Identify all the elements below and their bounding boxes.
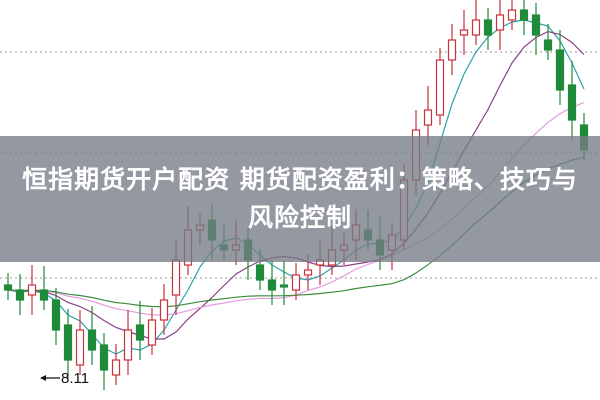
candle-body [423, 109, 433, 126]
candle-body [171, 259, 181, 296]
candle-body [471, 19, 481, 36]
candle-body [507, 9, 517, 21]
candle-body [531, 14, 541, 36]
candle-body [159, 299, 169, 321]
candle-body [495, 14, 505, 31]
candle-body [99, 344, 109, 371]
candle-body [303, 269, 313, 276]
candle-body [291, 274, 301, 291]
candle-body [147, 319, 157, 346]
candle-body [279, 284, 289, 288]
candle-body [111, 359, 121, 376]
candle-body [267, 279, 277, 291]
candle-body [15, 289, 25, 301]
candle-body [87, 329, 97, 351]
candle-body [435, 59, 445, 116]
candle-body [75, 329, 85, 366]
candle-body [39, 289, 49, 301]
candle-body [135, 324, 145, 341]
candle-body [483, 19, 493, 36]
candle-body [459, 29, 469, 36]
candle-body [447, 39, 457, 61]
candle-body [27, 284, 37, 296]
candle-body [543, 39, 553, 51]
candle-body [123, 329, 133, 361]
banner-title: 恒指期货开户配资 期货配资盈利：策略、技巧与风险控制 [22, 165, 578, 232]
candle-body [519, 9, 529, 21]
candle-body [255, 264, 265, 281]
low-marker-arrowhead [40, 375, 46, 381]
candle-body [567, 84, 577, 121]
title-banner: 恒指期货开户配资 期货配资盈利：策略、技巧与风险控制 [0, 136, 600, 262]
candle-body [51, 299, 61, 331]
low-price-label: 8.11 [61, 370, 90, 387]
candle-body [3, 284, 13, 291]
candle-body [555, 49, 565, 91]
candle-body [63, 324, 73, 361]
